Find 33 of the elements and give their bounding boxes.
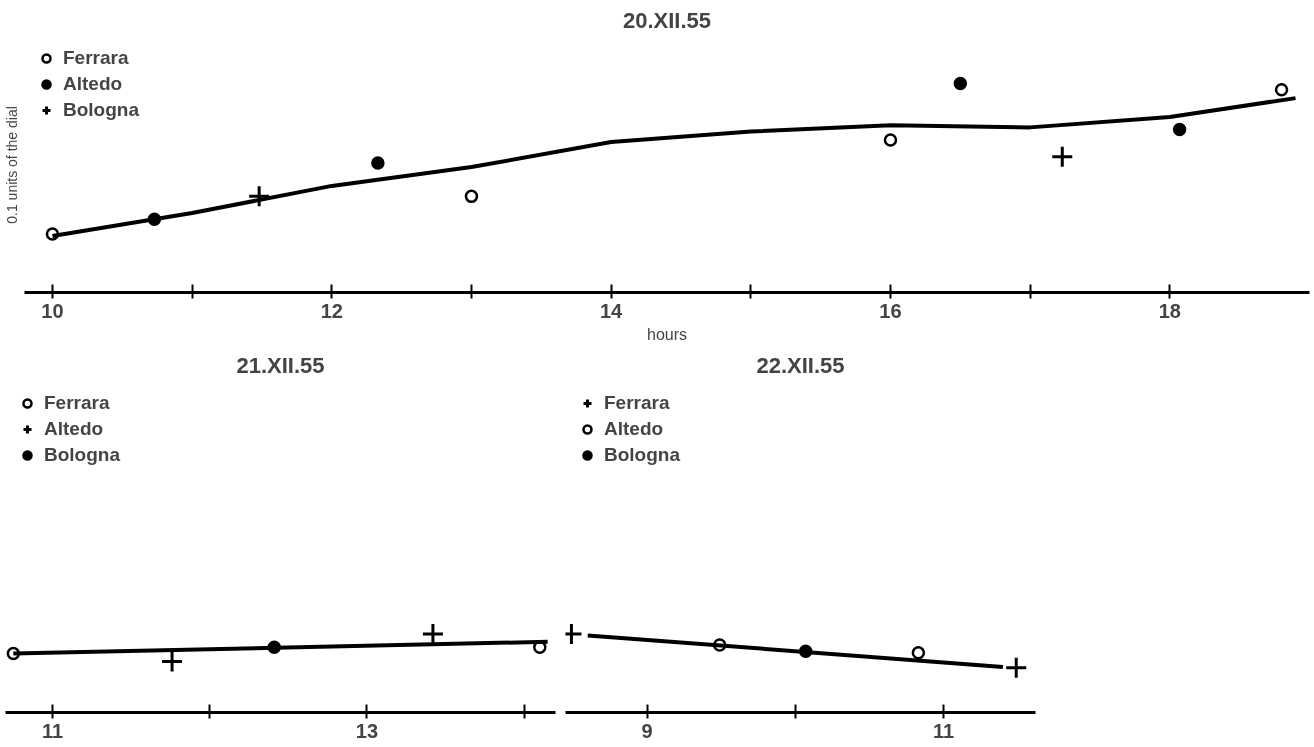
- point: [911, 646, 926, 660]
- point: [160, 649, 184, 673]
- x-tick-label: 11: [933, 719, 955, 742]
- x-tick-label: 16: [879, 299, 902, 322]
- chart-title: 21.XII.55: [236, 352, 325, 378]
- legend-label: Altedo: [63, 73, 123, 95]
- x-tick-label: 12: [320, 299, 343, 322]
- point: [883, 133, 898, 147]
- legend-label: Ferrara: [44, 392, 110, 414]
- legend-label: Ferrara: [63, 47, 129, 69]
- point: [1050, 145, 1074, 169]
- legend-label: Ferrara: [604, 392, 670, 414]
- legend-label: Altedo: [604, 418, 664, 440]
- chart-title: 20.XII.55: [622, 7, 712, 33]
- x-tick-label: 13: [355, 719, 379, 742]
- legend-label: Bologna: [604, 444, 680, 466]
- x-tick-label: 10: [41, 299, 64, 322]
- point: [247, 184, 271, 208]
- point: [464, 189, 479, 204]
- y-axis-title: 0.1 units of the dial: [3, 106, 20, 224]
- legend-label: Bologna: [44, 444, 120, 466]
- x-tick-label: 11: [42, 719, 64, 742]
- point: [953, 76, 968, 91]
- x-tick-label: 14: [600, 299, 624, 322]
- point: [371, 156, 385, 170]
- x-axis-title: hours: [646, 325, 688, 343]
- legend-label: Altedo: [44, 418, 104, 440]
- x-tick-label: 9: [641, 719, 653, 742]
- chart-title: 22.XII.55: [756, 352, 845, 378]
- point: [1274, 83, 1289, 97]
- point: [1172, 122, 1187, 137]
- legend-label: Bologna: [63, 99, 139, 121]
- x-tick-label: 18: [1158, 299, 1181, 322]
